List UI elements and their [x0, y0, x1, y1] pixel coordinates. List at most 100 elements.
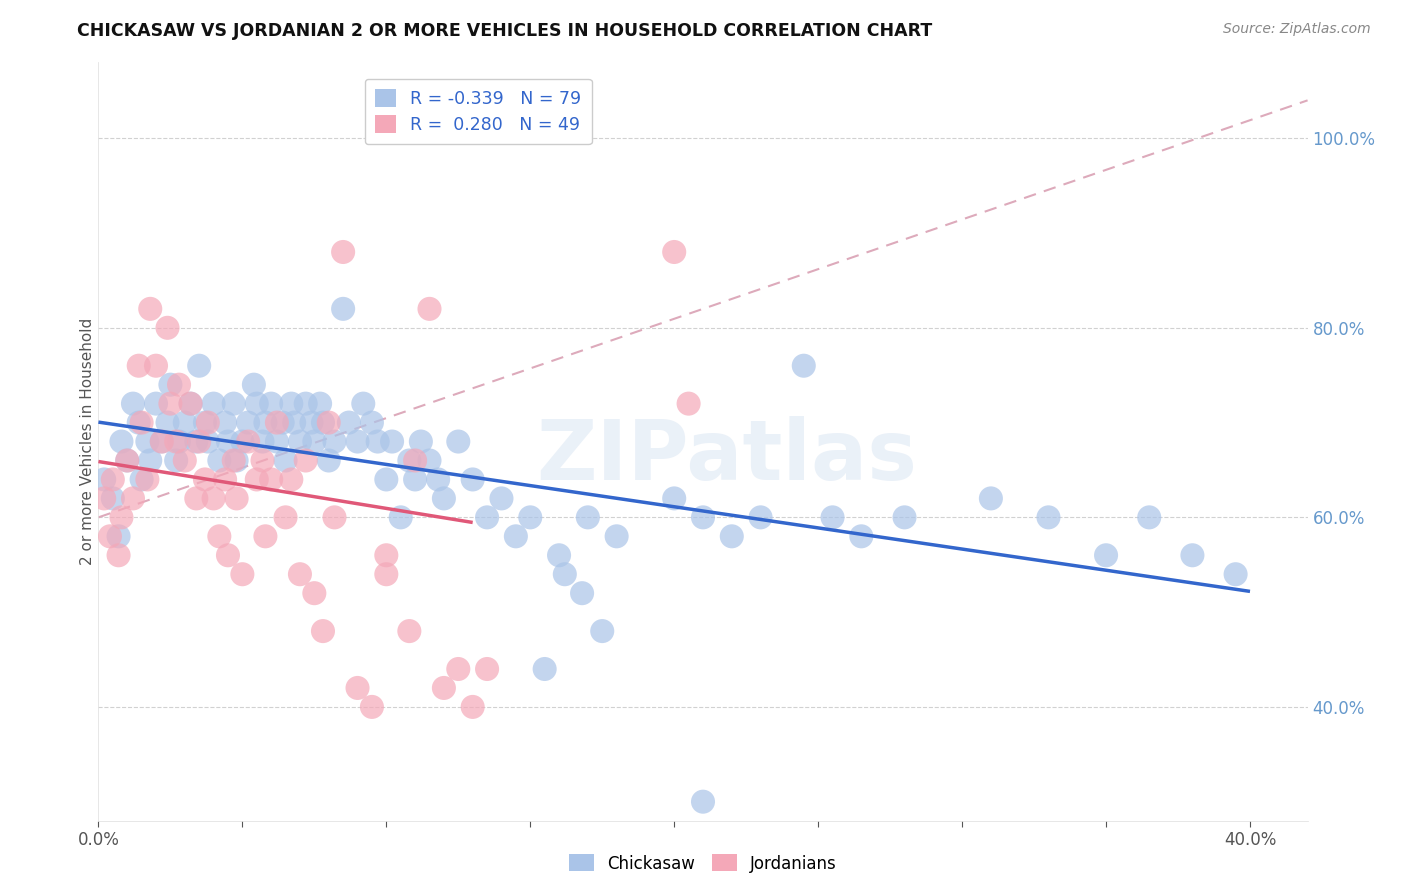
Point [110, 434, 132, 449]
Point [202, 397, 225, 411]
Point [167, 377, 190, 392]
Point [122, 397, 145, 411]
Point [128, 359, 150, 373]
Point [312, 416, 335, 430]
Point [260, 473, 283, 487]
Point [180, 397, 202, 411]
Point [381, 434, 404, 449]
Point [692, 510, 714, 524]
Point [145, 397, 167, 411]
Point [591, 624, 613, 639]
Text: Source: ZipAtlas.com: Source: ZipAtlas.com [1223, 22, 1371, 37]
Point [266, 416, 288, 430]
Point [156, 321, 179, 335]
Point [194, 416, 217, 430]
Point [433, 491, 456, 506]
Point [266, 434, 288, 449]
Point [318, 453, 340, 467]
Point [283, 416, 305, 430]
Point [180, 397, 202, 411]
Point [367, 434, 389, 449]
Point [361, 700, 384, 714]
Point [427, 473, 450, 487]
Point [236, 416, 259, 430]
Point [398, 453, 420, 467]
Point [93, 491, 115, 506]
Point [254, 529, 277, 543]
Point [418, 453, 440, 467]
Point [1095, 548, 1118, 563]
Point [236, 434, 259, 449]
Point [980, 491, 1002, 506]
Point [197, 434, 219, 449]
Point [1137, 510, 1160, 524]
Point [167, 434, 190, 449]
Point [606, 529, 628, 543]
Point [375, 548, 398, 563]
Point [554, 567, 576, 582]
Point [893, 510, 915, 524]
Point [260, 397, 283, 411]
Point [115, 453, 138, 467]
Point [186, 434, 208, 449]
Point [433, 681, 456, 695]
Point [346, 681, 368, 695]
Point [461, 700, 484, 714]
Point [304, 586, 326, 600]
Point [173, 453, 195, 467]
Point [447, 662, 470, 676]
Point [404, 453, 426, 467]
Point [346, 434, 368, 449]
Point [145, 359, 167, 373]
Point [197, 416, 219, 430]
Point [323, 510, 346, 524]
Point [225, 453, 247, 467]
Point [664, 245, 686, 260]
Point [375, 473, 398, 487]
Y-axis label: 2 or more Vehicles in Household: 2 or more Vehicles in Household [80, 318, 94, 566]
Point [519, 510, 541, 524]
Point [475, 662, 498, 676]
Point [136, 434, 159, 449]
Point [548, 548, 571, 563]
Point [194, 473, 217, 487]
Point [398, 624, 420, 639]
Point [101, 491, 124, 506]
Point [214, 473, 236, 487]
Point [231, 434, 253, 449]
Point [294, 453, 316, 467]
Point [202, 491, 225, 506]
Point [188, 434, 211, 449]
Point [294, 397, 316, 411]
Point [280, 473, 302, 487]
Point [491, 491, 513, 506]
Point [793, 359, 815, 373]
Text: ZIPatlas: ZIPatlas [537, 417, 918, 497]
Point [150, 434, 173, 449]
Point [309, 397, 332, 411]
Point [678, 397, 700, 411]
Point [447, 434, 470, 449]
Point [404, 473, 426, 487]
Point [274, 453, 297, 467]
Point [318, 416, 340, 430]
Point [165, 434, 187, 449]
Point [252, 434, 274, 449]
Point [1038, 510, 1060, 524]
Point [122, 491, 145, 506]
Point [128, 416, 150, 430]
Point [475, 510, 498, 524]
Point [222, 453, 245, 467]
Point [851, 529, 873, 543]
Point [93, 473, 115, 487]
Point [217, 434, 239, 449]
Point [222, 397, 245, 411]
Point [246, 397, 269, 411]
Point [389, 510, 412, 524]
Point [332, 245, 354, 260]
Point [165, 453, 187, 467]
Point [252, 453, 274, 467]
Point [254, 416, 277, 430]
Point [110, 510, 132, 524]
Point [301, 416, 323, 430]
